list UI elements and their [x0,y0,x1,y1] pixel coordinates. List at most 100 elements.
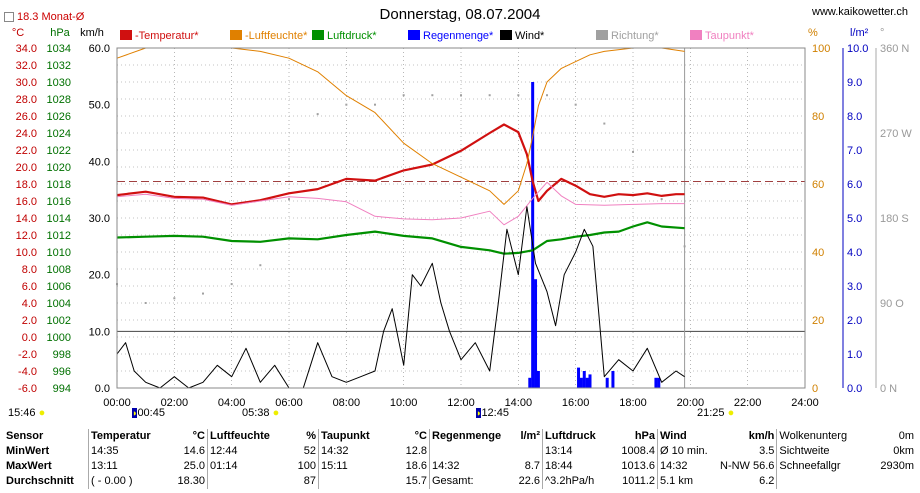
rain-tick-label: 0.0 [847,383,862,395]
temp-tick-label: 10.0 [16,247,37,259]
x-tick-label: 04:00 [218,397,246,409]
direction-point [316,113,319,116]
temp-tick-label: 12.0 [16,230,37,242]
temp-tick-label: 6.0 [22,281,37,293]
sunset-time: 21:25 ● [697,407,735,419]
pressure-tick-label: 1020 [47,162,71,174]
pressure-tick-label: 1008 [47,264,71,276]
pressure-tick-label: 1024 [47,128,71,140]
temp-tick-label: -2.0 [18,349,37,361]
wind-tick-label: 10.0 [89,326,110,338]
legend-label: Wind* [515,30,545,42]
x-tick-label: 20:00 [677,397,705,409]
temp-tick-label: 30.0 [16,77,37,89]
pressure-tick-label: 1032 [47,60,71,72]
rain-tick-label: 5.0 [847,213,862,225]
direction-tick-label: 360 N [880,43,909,55]
direction-point [230,283,233,286]
x-tick-label: 02:00 [161,397,189,409]
legend-swatch [120,30,132,40]
humidity-tick-label: 20 [812,315,824,327]
humidity-tick-label: 40 [812,247,824,259]
legend-swatch [690,30,702,40]
left-unit-label: hPa [50,27,70,39]
legend-swatch [500,30,512,40]
direction-point [345,103,348,106]
pressure-tick-label: 1028 [47,94,71,106]
wind-tick-label: 20.0 [89,270,110,282]
direction-point [632,150,634,153]
direction-point [431,94,434,97]
x-tick-label: 16:00 [562,397,590,409]
x-tick-label: 06:00 [275,397,303,409]
pressure-tick-label: 998 [53,349,71,361]
x-tick-label: 12:00 [447,397,475,409]
rain-bar [582,371,586,388]
pressure-tick-label: 1026 [47,111,71,123]
legend-label: -Temperatur* [135,30,199,42]
checkbox-icon [4,12,14,23]
taupunkt-line [116,181,685,226]
pressure-tick-label: 1006 [47,281,71,293]
legend-item: Regenmenge* [408,30,493,42]
direction-point [603,122,606,125]
temp-tick-label: 32.0 [16,60,37,72]
rain-bar [534,279,538,388]
month-average: 18.3 Monat-Ø [4,11,84,23]
moonrise-time: ◗12:45 [476,407,509,419]
direction-tick-label: 180 S [880,213,909,225]
rain-bar [577,367,581,388]
legend-item: -Luftfeuchte* [230,30,307,42]
pressure-tick-label: 1002 [47,315,71,327]
direction-point [259,264,262,267]
temp-tick-label: 18.0 [16,179,37,191]
pressure-tick-label: 994 [53,383,71,395]
temp-tick-label: 2.0 [22,315,37,327]
rain-bar [536,371,540,388]
chart-axes: 34.0 32.0 30.0 28.0 26.0 24.0 22.0 20.0 18.0 16.0… [12,27,913,409]
temp-tick-label: -6.0 [18,383,37,395]
rain-tick-label: 1.0 [847,349,862,361]
pressure-tick-label: 996 [53,366,71,378]
pressure-tick-label: 1010 [47,247,71,259]
weather-chart: 34.0 32.0 30.0 28.0 26.0 24.0 22.0 20.0 18.0 16.0… [12,27,913,409]
rain-bar [579,377,583,388]
pressure-tick-label: 1018 [47,179,71,191]
direction-tick-label: 0 N [880,383,897,395]
temp-tick-label: -4.0 [18,366,37,378]
direction-tick-label: 270 W [880,128,912,140]
legend-label: -Luftfeuchte* [245,30,308,42]
rain-tick-label: 4.0 [847,247,862,259]
stats-row-max: MaxWert 13:11 25.0 01:14 100 15:11 18.6 14:… [6,459,914,474]
temp-tick-label: 20.0 [16,162,37,174]
direction-point [574,103,577,106]
site-url[interactable]: www.kaikowetter.ch [812,6,908,18]
left-unit-label: km/h [80,27,104,39]
moonset-time: ◗00:45 [132,407,165,419]
right-unit-label: ° [880,27,884,39]
temp-tick-label: 4.0 [22,298,37,310]
rain-bar [654,377,658,388]
chart-title: Donnerstag, 08.07.2004 [379,6,541,23]
x-tick-label: 00:00 [103,397,131,409]
rain-series [528,82,661,388]
temp-tick-label: 16.0 [16,196,37,208]
legend-label: Luftdruck* [327,30,377,42]
rain-tick-label: 7.0 [847,145,862,157]
wind-tick-label: 60.0 [89,43,110,55]
luftdruck-line [116,221,685,255]
pressure-tick-label: 1012 [47,230,71,242]
temp-tick-label: 26.0 [16,111,37,123]
wind-tick-label: 30.0 [89,213,110,225]
sunrise-time: 05:38 ● [242,407,280,419]
wind-tick-label: 0.0 [95,383,110,395]
legend-item: Taupunkt* [690,30,754,42]
legend-item: -Temperatur* [120,30,199,42]
plot-frame [116,47,806,389]
legend-swatch [596,30,608,40]
legend-label: Regenmenge* [423,30,494,42]
statistics-table: Sensor Temperatur °C Luftfeuchte % Taupu… [4,429,916,489]
legend-item: Richtung* [596,30,659,42]
pressure-tick-label: 1034 [47,43,71,55]
wind-line [116,206,685,389]
